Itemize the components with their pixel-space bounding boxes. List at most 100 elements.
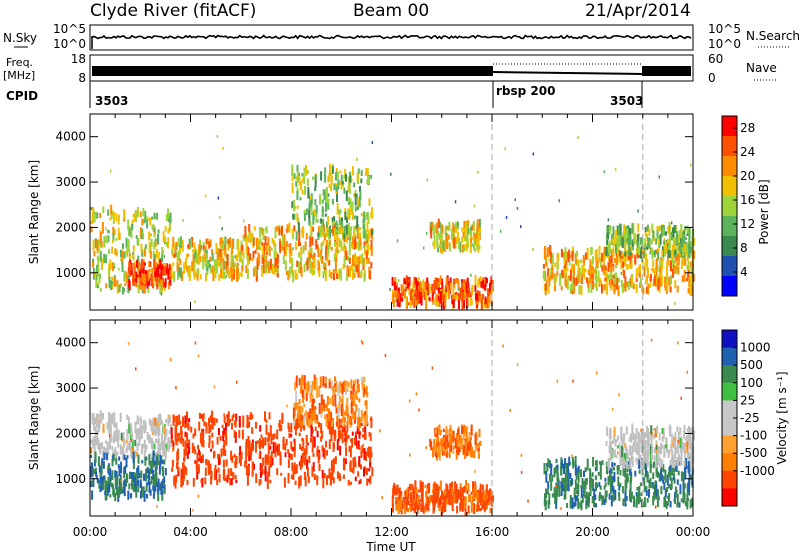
velocity-cell	[353, 403, 356, 407]
velocity-cell	[186, 411, 188, 422]
velocity-cell	[611, 447, 613, 452]
velocity-cell	[118, 486, 120, 498]
power-cell	[225, 240, 228, 244]
velocity-cell	[392, 502, 394, 513]
velocity-cell	[556, 468, 559, 474]
velocity-cell	[448, 489, 451, 501]
power-cell	[595, 259, 598, 269]
power-cell	[566, 277, 569, 290]
power-cell	[362, 264, 365, 270]
velocity-cell	[365, 451, 367, 461]
cpid-segment-3-label: 3503	[610, 94, 643, 108]
velocity-cell	[620, 427, 623, 438]
velocity-cell	[230, 471, 233, 476]
power-cell	[349, 229, 352, 237]
power-cell	[132, 213, 135, 218]
power-cell	[662, 252, 665, 261]
velocity-cell	[151, 468, 154, 473]
velocity-cell	[118, 456, 121, 461]
velocity-cell	[665, 437, 667, 443]
velocity-cell	[355, 431, 357, 437]
power-cell	[165, 214, 168, 221]
power-cell	[98, 275, 101, 284]
power-cell	[324, 173, 327, 183]
velocity-cell	[166, 441, 169, 452]
velocity-cell	[136, 428, 139, 437]
power-cell	[234, 255, 237, 259]
power-cell	[322, 224, 325, 235]
date-title: 21/Apr/2014	[585, 1, 691, 21]
velocity-cell	[150, 420, 153, 432]
power-cell	[471, 287, 474, 295]
velocity-cell	[342, 421, 345, 427]
power-cell	[159, 279, 162, 285]
velocity-cell	[445, 448, 448, 458]
power-cell	[455, 236, 458, 244]
velocity-cell	[450, 437, 453, 448]
velocity-cell	[305, 434, 308, 444]
power-cell	[163, 282, 166, 287]
power-cell	[569, 269, 572, 282]
power-cell	[632, 241, 634, 247]
power-cell	[327, 227, 329, 235]
velocity-cell	[108, 439, 111, 450]
velocity-cell	[265, 454, 268, 463]
velocity-cell	[196, 452, 199, 463]
velocity-cell	[325, 440, 328, 448]
power-cell	[330, 184, 332, 192]
velocity-cell	[435, 451, 437, 458]
power-y-label: Slant Range [km]	[27, 160, 41, 264]
power-cell	[631, 273, 634, 279]
power-cell	[554, 262, 557, 267]
velocity-cell	[663, 496, 666, 508]
power-cell	[367, 257, 370, 264]
power-cell	[157, 266, 160, 278]
velocity-cell	[457, 428, 459, 435]
velocity-cell	[689, 499, 692, 509]
velocity-cell	[620, 438, 623, 443]
velocity-cell	[589, 487, 592, 493]
velocity-cell	[186, 442, 189, 449]
velocity-cell	[455, 483, 458, 492]
velocity-cell	[437, 436, 439, 443]
power-cell	[357, 266, 360, 278]
velocity-cell	[644, 431, 647, 438]
velocity-cell	[98, 419, 101, 423]
velocity-cell	[649, 483, 652, 488]
velocity-cell	[269, 425, 272, 437]
power-cell	[667, 239, 669, 243]
velocity-cell	[657, 446, 660, 454]
power-cell	[624, 287, 627, 292]
velocity-colorbar-tick-label: -25	[740, 411, 760, 425]
velocity-cell	[330, 472, 332, 485]
velocity-cell	[594, 475, 597, 481]
velocity-cell	[655, 445, 658, 450]
noise-right-tick-top: 10^5	[708, 22, 741, 36]
power-cell	[462, 231, 465, 238]
velocity-cell	[640, 429, 643, 442]
power-cell	[155, 248, 158, 259]
power-cell	[294, 205, 297, 210]
power-cell	[273, 251, 276, 260]
power-cell	[310, 195, 312, 200]
power-cell	[324, 270, 327, 281]
velocity-cell	[126, 429, 129, 439]
velocity-cell	[421, 501, 424, 513]
power-cell	[337, 226, 340, 235]
power-cell	[464, 284, 467, 297]
velocity-cell	[567, 470, 570, 481]
power-cell	[320, 171, 323, 181]
velocity-cell	[179, 420, 182, 425]
velocity-cell	[346, 421, 349, 432]
velocity-cell	[151, 457, 154, 468]
power-cell	[432, 241, 435, 246]
power-cell	[318, 261, 321, 271]
velocity-colorbar-swatch	[722, 400, 737, 419]
velocity-cell	[328, 439, 331, 449]
power-cell	[442, 241, 445, 250]
y-tick-label: 3000	[55, 381, 86, 395]
power-cell	[627, 281, 630, 290]
velocity-cell	[443, 492, 446, 503]
power-cell	[270, 247, 273, 251]
